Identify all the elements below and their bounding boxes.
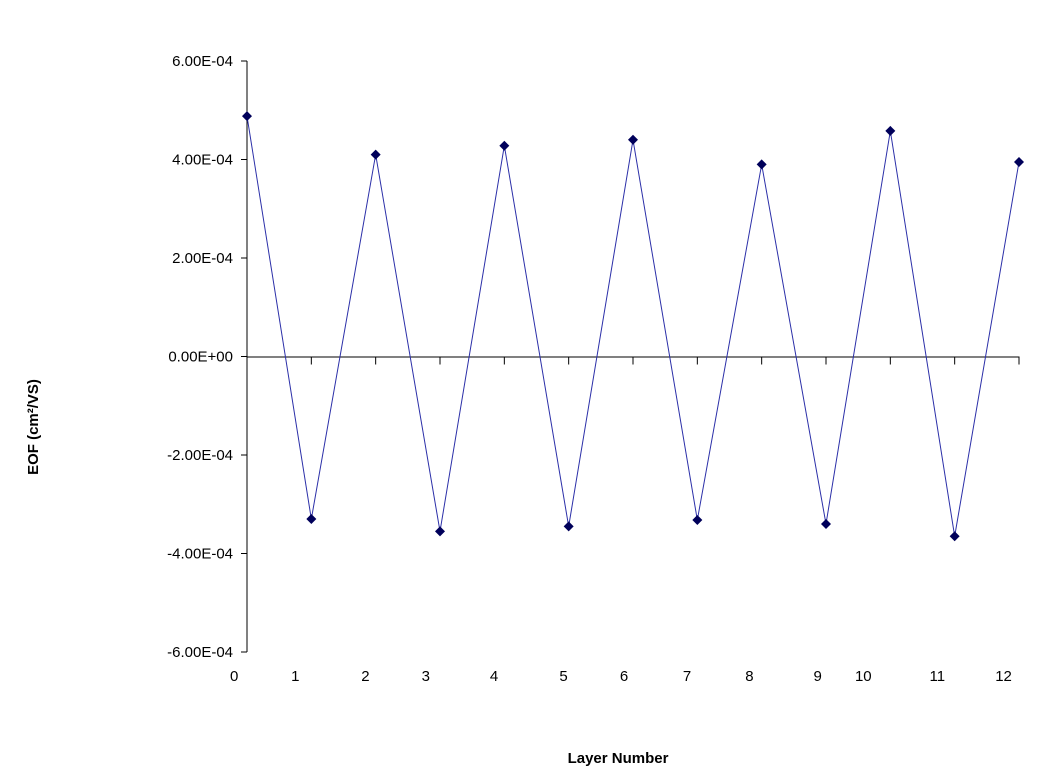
y-tick-label: -2.00E-04 (167, 447, 233, 464)
data-point (306, 514, 317, 525)
y-axis: 6.00E-04 4.00E-04 2.00E-04 0.00E+00 -2.00E-0… (167, 53, 248, 661)
data-point (563, 521, 574, 532)
data-point (499, 140, 510, 151)
data-point (242, 111, 252, 122)
x-tick-label: 11 (930, 668, 946, 685)
x-tick-label: 10 (855, 668, 872, 685)
data-point (435, 526, 445, 537)
data-point (1014, 156, 1024, 167)
y-ticks: 6.00E-04 4.00E-04 2.00E-04 0.00E+00 -2.00E-0… (167, 53, 247, 661)
x-ticks (246, 356, 1020, 365)
x-tick-label: 7 (683, 668, 691, 685)
x-tick-label: 12 (995, 668, 1012, 685)
x-tick-label: 6 (620, 668, 628, 685)
x-tick-labels: 0 1 2 3 4 5 6 7 8 9 10 11 12 (230, 668, 1012, 685)
x-tick-label: 1 (291, 668, 299, 685)
x-tick-label: 9 (813, 668, 821, 685)
x-tick-label: 8 (745, 668, 753, 685)
x-axis (246, 356, 1020, 365)
data-point (885, 125, 896, 136)
x-tick-label: 3 (422, 668, 430, 685)
series-layer (242, 111, 1024, 542)
series-line (246, 116, 1020, 537)
data-point (949, 531, 960, 542)
x-axis-title: Layer Number (568, 750, 669, 767)
y-tick-label: 2.00E-04 (172, 250, 233, 267)
data-point (628, 134, 638, 145)
y-tick-label: -4.00E-04 (167, 546, 233, 563)
x-tick-label: 0 (230, 668, 238, 685)
data-point (821, 518, 831, 529)
y-tick-label: 6.00E-04 (172, 53, 233, 70)
y-tick-label: 4.00E-04 (172, 152, 233, 169)
y-tick-label: 0.00E+00 (168, 349, 233, 366)
data-point (756, 159, 767, 170)
x-tick-label: 2 (361, 668, 369, 685)
y-tick-label: -6.00E-04 (167, 644, 233, 661)
y-axis-title: EOF (cm²/VS) (25, 379, 42, 475)
x-tick-label: 4 (490, 668, 498, 685)
data-point (692, 515, 703, 526)
x-tick-label: 5 (559, 668, 567, 685)
data-point (370, 149, 381, 160)
